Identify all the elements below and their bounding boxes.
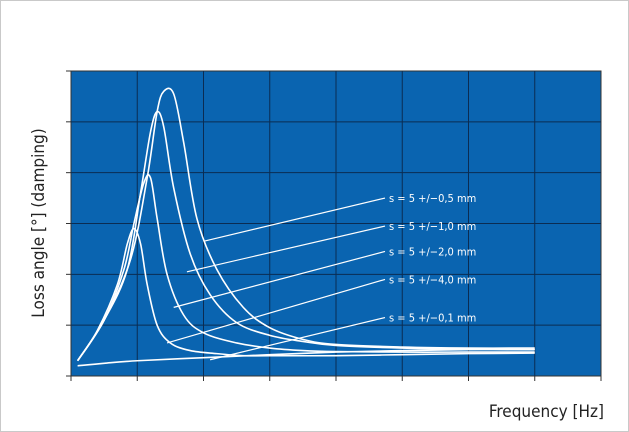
annotation-layer: s = 5 +/−0,5 mm s = 5 +/−1,0 mm s = 5 +/−2…: [166, 192, 476, 361]
y-axis-title: Loss angle [°] (damping): [29, 128, 49, 317]
annotation-label-1: s = 5 +/−0,5 mm: [389, 192, 476, 205]
series-line-2: [76, 110, 535, 362]
annotation-label-3: s = 5 +/−2,0 mm: [389, 245, 476, 258]
annotation-leader-4: [166, 278, 386, 344]
annotation-leader-2: [186, 225, 386, 273]
annotation-leader-3: [173, 250, 386, 308]
series-line-5: [77, 348, 535, 367]
axis-ticks: [66, 70, 602, 381]
annotation-label-4: s = 5 +/−4,0 mm: [389, 273, 476, 286]
annotation-leader-5: [209, 316, 386, 361]
series-line-1: [76, 87, 535, 362]
series-line-4: [76, 227, 535, 362]
annotation-label-2: s = 5 +/−1,0 mm: [389, 220, 476, 233]
annotation-leader-1: [203, 197, 386, 242]
annotation-label-5: s = 5 +/−0,1 mm: [389, 312, 476, 325]
series-layer: [76, 87, 535, 367]
grid-layer: [71, 71, 601, 376]
x-axis-title: Frequency [Hz]: [489, 402, 604, 422]
